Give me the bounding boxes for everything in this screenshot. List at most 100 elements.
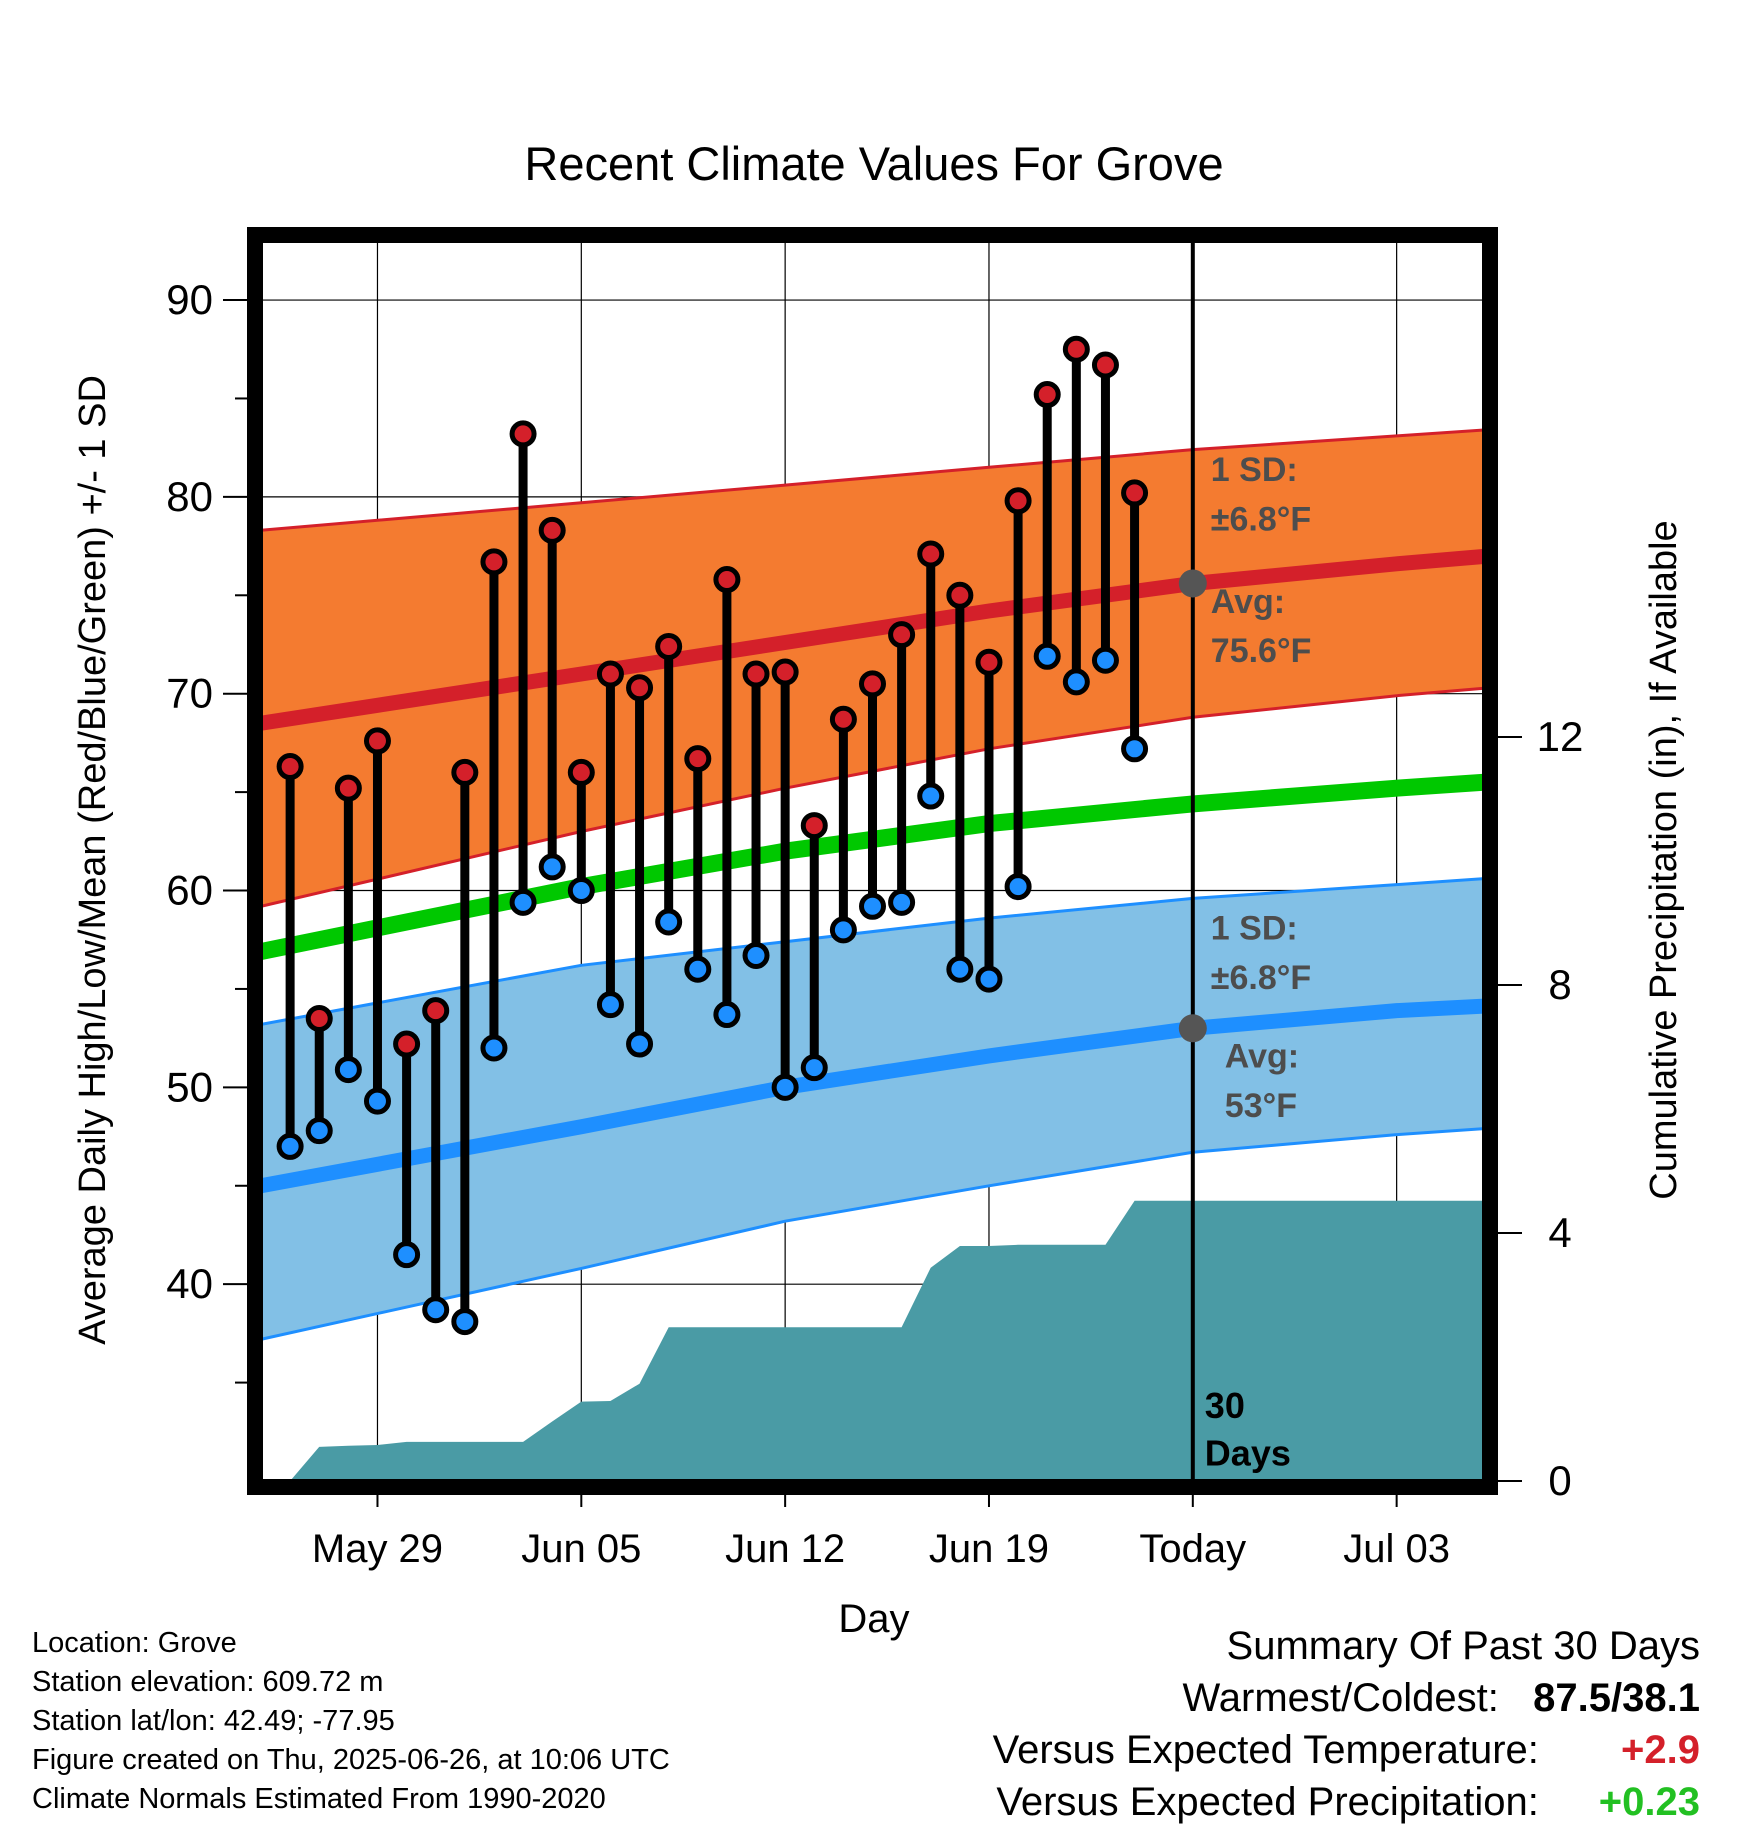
y-axis-label: Average Daily High/Low/Mean (Red/Blue/Gr…	[72, 375, 114, 1345]
high-temp-point	[305, 1004, 333, 1032]
high-temp-point	[626, 674, 654, 702]
x-tick-label: Today	[1139, 1527, 1246, 1571]
high-temp-point	[859, 670, 886, 698]
low-temp-point	[393, 1241, 421, 1269]
low-temp-point	[946, 955, 974, 983]
high-avg-value: 75.6°F	[1211, 632, 1312, 670]
low-temp-point	[859, 892, 886, 920]
low-temp-point	[509, 888, 537, 916]
high-temp-point	[771, 658, 799, 686]
normal-high-line	[261, 548, 1484, 731]
low-temp-point	[975, 965, 1003, 993]
high-temp-point	[742, 660, 770, 688]
x-tick-label: Jun 05	[521, 1527, 641, 1571]
low-temp-point	[713, 1001, 741, 1029]
low-avg-label: Avg:	[1225, 1038, 1299, 1076]
created-text: Figure created on Thu, 2025-06-26, at 10…	[32, 1744, 670, 1776]
high-temp-point	[451, 758, 479, 786]
warm-cold-label: Warmest/Coldest:	[1182, 1676, 1499, 1720]
x-tick-label: May 29	[312, 1527, 443, 1571]
low-temp-point	[655, 908, 683, 936]
high-avg-label: Avg:	[1211, 583, 1285, 621]
y-tick-label: 80	[166, 473, 213, 520]
latlon-text: Station lat/lon: 42.49; -77.95	[32, 1705, 395, 1737]
high-temp-point	[888, 621, 916, 649]
plot-area: 1 SD: ±6.8°F Avg: 75.6°F 1 SD: ±6.8°F Avg: 53°F…	[166, 227, 1584, 1571]
y2-tick-label: 4	[1548, 1209, 1571, 1256]
low-temp-point	[363, 1087, 391, 1115]
low-temp-point	[422, 1296, 450, 1324]
today-days-label-2: Days	[1205, 1432, 1291, 1473]
precip-label: Versus Expected Precipitation:	[996, 1780, 1539, 1824]
high-temp-point	[655, 632, 683, 660]
high-temp-point	[800, 812, 828, 840]
high-temp-point	[684, 745, 712, 773]
high-temp-point	[946, 581, 974, 609]
high-temp-point	[393, 1030, 421, 1058]
high-temp-point	[538, 516, 566, 544]
high-temp-point	[422, 997, 450, 1025]
temp-value: +2.9	[1621, 1728, 1700, 1772]
high-temp-point	[509, 420, 537, 448]
high-temp-point	[480, 548, 508, 576]
summary-panel: Summary Of Past 30 Days Warmest/Coldest:…	[993, 1620, 1700, 1828]
x-tick-label: Jul 03	[1343, 1527, 1450, 1571]
low-temp-point	[480, 1034, 508, 1062]
low-temp-point	[1121, 735, 1149, 763]
high-temp-point	[713, 566, 741, 594]
low-temp-point	[1033, 642, 1061, 670]
y2-tick-label: 12	[1537, 713, 1584, 760]
today-days-label-1: 30	[1205, 1385, 1245, 1426]
low-sd-value: ±6.8°F	[1211, 959, 1311, 997]
x-tick-label: Jun 12	[725, 1527, 845, 1571]
low-avg-value: 53°F	[1225, 1087, 1297, 1125]
low-temp-point	[334, 1056, 362, 1084]
y2-tick-label: 8	[1548, 961, 1571, 1008]
low-temp-point	[829, 916, 857, 944]
low-temp-point	[917, 782, 945, 810]
y-tick-label: 40	[166, 1260, 213, 1307]
low-temp-point	[742, 941, 770, 969]
low-temp-point	[684, 955, 712, 983]
chart-title: Recent Climate Values For Grove	[524, 137, 1223, 190]
low-temp-point	[1004, 873, 1032, 901]
low-temp-point	[888, 888, 916, 916]
high-temp-point	[1091, 351, 1119, 379]
low-temp-point	[596, 991, 624, 1019]
normal-low-line	[261, 998, 1484, 1194]
high-sd-label: 1 SD:	[1211, 451, 1298, 489]
high-sd-band	[261, 428, 1484, 908]
low-temp-point	[538, 853, 566, 881]
high-temp-point	[276, 753, 304, 781]
high-temp-point	[334, 774, 362, 802]
low-temp-point	[451, 1308, 479, 1336]
low-temp-point	[276, 1132, 304, 1160]
plot-frame	[247, 227, 1498, 1495]
low-temp-point	[800, 1054, 828, 1082]
high-temp-point	[363, 727, 391, 755]
today-high-normal-marker	[1178, 569, 1207, 598]
precip-area	[290, 1200, 1484, 1481]
high-temp-point	[567, 758, 595, 786]
y-tick-label: 70	[166, 670, 213, 717]
x-axis-label: Day	[838, 1597, 909, 1641]
high-temp-point	[1033, 381, 1061, 409]
low-temp-point	[1091, 646, 1119, 674]
precip-value: +0.23	[1598, 1780, 1700, 1824]
location-text: Location: Grove	[32, 1627, 237, 1659]
summary-title: Summary Of Past 30 Days	[1226, 1624, 1700, 1668]
precip-row: Versus Expected Precipitation: +0.23	[993, 1776, 1700, 1828]
low-temp-point	[1062, 668, 1090, 696]
y-tick-label: 50	[166, 1063, 213, 1110]
high-sd-value: ±6.8°F	[1211, 500, 1311, 538]
high-temp-point	[917, 540, 945, 568]
x-tick-label: Jun 19	[929, 1527, 1049, 1571]
low-temp-point	[626, 1030, 654, 1058]
normals-text: Climate Normals Estimated From 1990-2020	[32, 1783, 606, 1815]
elevation-text: Station elevation: 609.72 m	[32, 1666, 384, 1698]
high-temp-point	[829, 705, 857, 733]
low-temp-point	[771, 1073, 799, 1101]
temp-label: Versus Expected Temperature:	[992, 1728, 1539, 1772]
warm-cold-row: Warmest/Coldest: 87.5/38.1	[993, 1672, 1701, 1724]
